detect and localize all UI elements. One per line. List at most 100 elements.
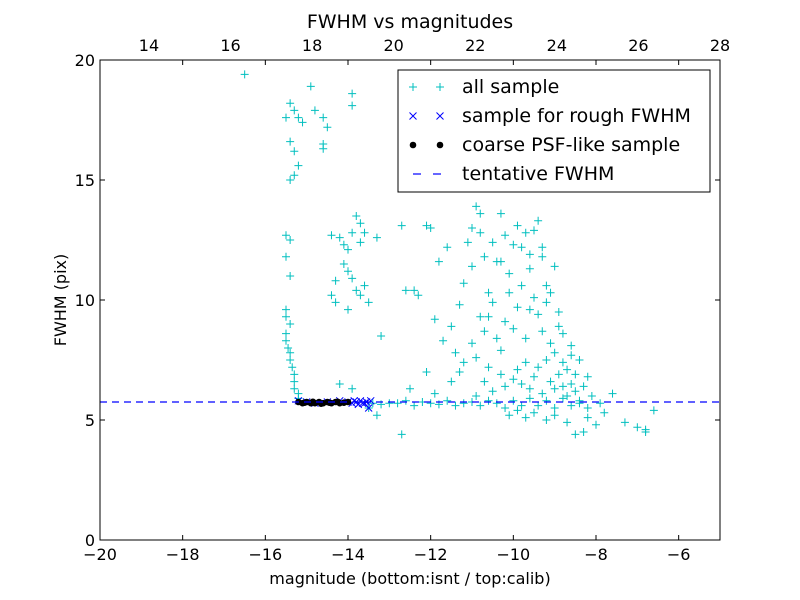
all-sample-point <box>288 363 297 372</box>
all-sample-point <box>542 281 551 290</box>
all-sample-point <box>600 408 609 417</box>
all-sample-point <box>542 298 551 307</box>
all-sample-point <box>575 399 584 408</box>
all-sample-point <box>327 291 336 300</box>
all-sample-point <box>530 408 538 417</box>
all-sample-point <box>521 228 530 237</box>
rough-fwhm-point <box>366 396 375 405</box>
all-sample-point <box>331 298 340 307</box>
all-sample-point <box>360 281 369 290</box>
all-sample-point <box>546 288 555 297</box>
all-sample-point <box>344 245 352 254</box>
legend-label-tentative-fwhm: tentative FWHM <box>462 163 614 185</box>
rough-fwhm-point <box>364 404 373 412</box>
chart-title: FWHM vs magnitudes <box>307 11 513 33</box>
y-tick-label: 15 <box>75 171 95 190</box>
legend-marker-all-sample <box>436 83 444 91</box>
all-sample-point <box>501 382 510 391</box>
all-sample-point <box>426 399 435 408</box>
all-sample-point <box>505 288 514 297</box>
all-sample-point <box>282 336 290 345</box>
all-sample-point <box>563 418 572 427</box>
all-sample-point <box>542 356 551 364</box>
all-sample-point <box>422 368 431 376</box>
all-sample-point <box>356 238 365 247</box>
all-sample-point <box>476 209 485 218</box>
legend-marker-all-sample <box>409 83 417 91</box>
y-axis-label: FWHM (pix) <box>51 254 70 347</box>
all-sample-point <box>290 377 299 386</box>
psf-like-point <box>309 398 317 406</box>
all-sample-point <box>501 404 510 412</box>
all-sample-point <box>546 339 555 348</box>
all-sample-point <box>525 394 534 403</box>
all-sample-point <box>567 380 576 388</box>
all-sample-point <box>513 303 522 312</box>
all-sample-point <box>509 375 518 384</box>
plot-marks <box>100 70 720 439</box>
all-sample-point <box>517 281 526 290</box>
all-sample-point <box>339 240 348 249</box>
all-sample-point <box>364 298 373 307</box>
x-tick-label: −8 <box>584 545 608 564</box>
all-sample-point <box>298 118 307 127</box>
all-sample-point <box>496 209 505 218</box>
legend-marker-rough-fwhm <box>436 112 444 120</box>
all-sample-point <box>282 252 290 261</box>
all-sample-point <box>468 224 476 232</box>
top-x-tick-label: 24 <box>547 36 567 55</box>
all-sample-point <box>525 384 534 393</box>
all-sample-point <box>501 231 510 240</box>
psf-like-point <box>334 398 341 406</box>
all-sample-point <box>422 221 431 230</box>
legend-box <box>397 69 711 193</box>
all-sample-point <box>323 123 332 132</box>
legend-markers <box>409 83 444 175</box>
all-sample-point <box>356 291 365 300</box>
all-sample-point <box>434 257 443 266</box>
all-sample-point <box>567 401 576 410</box>
all-sample-point <box>641 428 650 436</box>
all-sample-point <box>430 315 439 324</box>
all-sample-point <box>596 399 605 408</box>
rough-fwhm-point <box>350 396 359 405</box>
all-sample-point <box>348 89 357 98</box>
all-sample-point <box>480 327 489 336</box>
x-tick-label: −14 <box>331 545 365 564</box>
legend-label-rough-fwhm: sample for rough FWHM <box>462 105 691 127</box>
all-sample-point <box>443 396 452 405</box>
all-sample-point <box>530 293 538 302</box>
all-sample-point <box>550 411 559 420</box>
all-sample-point <box>443 243 452 252</box>
all-sample-point <box>459 399 468 408</box>
all-sample-point <box>513 365 522 374</box>
all-sample-point <box>542 416 551 424</box>
all-sample-point <box>525 264 534 273</box>
all-sample-point <box>517 243 526 252</box>
all-sample-point <box>476 228 485 237</box>
legend-label-psf-like: coarse PSF-like sample <box>462 134 680 156</box>
all-sample-point <box>426 224 435 232</box>
all-sample-point <box>513 221 522 230</box>
all-sample-point <box>571 430 580 439</box>
all-sample-point <box>575 356 584 364</box>
top-x-tick-label: 26 <box>628 36 648 55</box>
all-sample-point <box>430 389 439 398</box>
all-sample-point <box>492 399 501 408</box>
all-sample-point <box>463 238 472 247</box>
all-sample-point <box>290 171 299 180</box>
all-sample-point <box>339 260 348 268</box>
all-sample-point <box>496 257 505 266</box>
all-sample-point <box>558 382 567 391</box>
all-sample-point <box>488 238 497 247</box>
all-sample-point <box>550 384 559 393</box>
y-tick-label: 20 <box>75 51 95 70</box>
all-sample-point <box>649 406 658 415</box>
all-sample-point <box>393 399 402 408</box>
all-sample-point <box>501 317 510 326</box>
all-sample-point <box>397 221 406 230</box>
all-sample-point <box>414 291 423 300</box>
all-sample-point <box>592 420 600 429</box>
all-sample-point <box>509 396 518 405</box>
